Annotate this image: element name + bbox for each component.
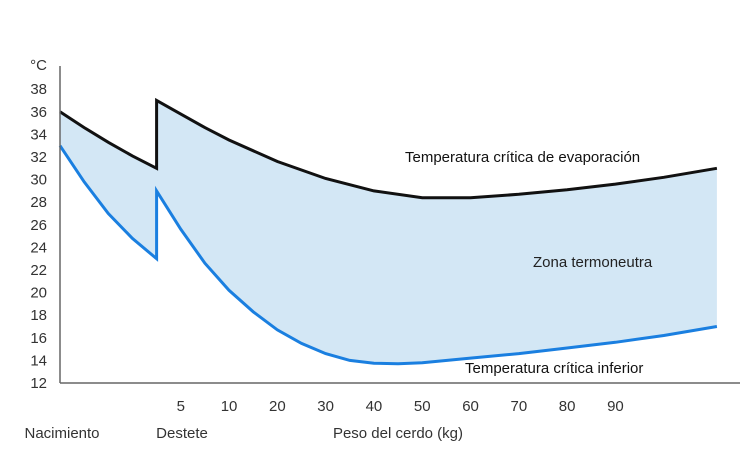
label-upper-curve: Temperatura crítica de evaporación <box>405 149 640 166</box>
y-tick-label: 20 <box>30 285 47 302</box>
x-tick-label: 70 <box>511 398 528 415</box>
y-tick-label: 36 <box>30 104 47 121</box>
milestone-label-nacimiento: Nacimiento <box>24 425 99 442</box>
label-lower-curve: Temperatura crítica inferior <box>465 360 643 377</box>
x-tick-label: 30 <box>317 398 334 415</box>
lower-critical-temperature-line <box>58 144 718 366</box>
y-tick-label: 30 <box>30 172 47 189</box>
y-tick-label: 24 <box>30 239 47 256</box>
x-tick-label: 80 <box>559 398 576 415</box>
x-tick-label: 60 <box>462 398 479 415</box>
y-tick-label: 28 <box>30 194 47 211</box>
thermoneutral-zone-area <box>60 100 717 364</box>
x-axis-label: Peso del cerdo (kg) <box>333 425 463 442</box>
x-tick-label: 40 <box>366 398 383 415</box>
x-tick-label: 90 <box>607 398 624 415</box>
upper-critical-temperature-line <box>59 97 718 200</box>
y-tick-label: 32 <box>30 149 47 166</box>
y-tick-label: 12 <box>30 375 47 392</box>
y-tick-label: 14 <box>30 352 47 369</box>
y-tick-label: 26 <box>30 217 47 234</box>
x-tick-label: 5 <box>177 398 185 415</box>
y-tick-label: 18 <box>30 307 47 324</box>
y-tick-label: 34 <box>30 126 47 143</box>
y-tick-label: 16 <box>30 330 47 347</box>
label-zone: Zona termoneutra <box>533 254 653 271</box>
x-tick-label: 20 <box>269 398 286 415</box>
y-tick-label: 22 <box>30 262 47 279</box>
y-tick-label: 38 <box>30 81 47 98</box>
x-tick-label: 10 <box>221 398 238 415</box>
milestone-label-destete: Destete <box>156 425 208 442</box>
x-tick-label: 50 <box>414 398 431 415</box>
y-axis-unit: °C <box>30 57 47 74</box>
